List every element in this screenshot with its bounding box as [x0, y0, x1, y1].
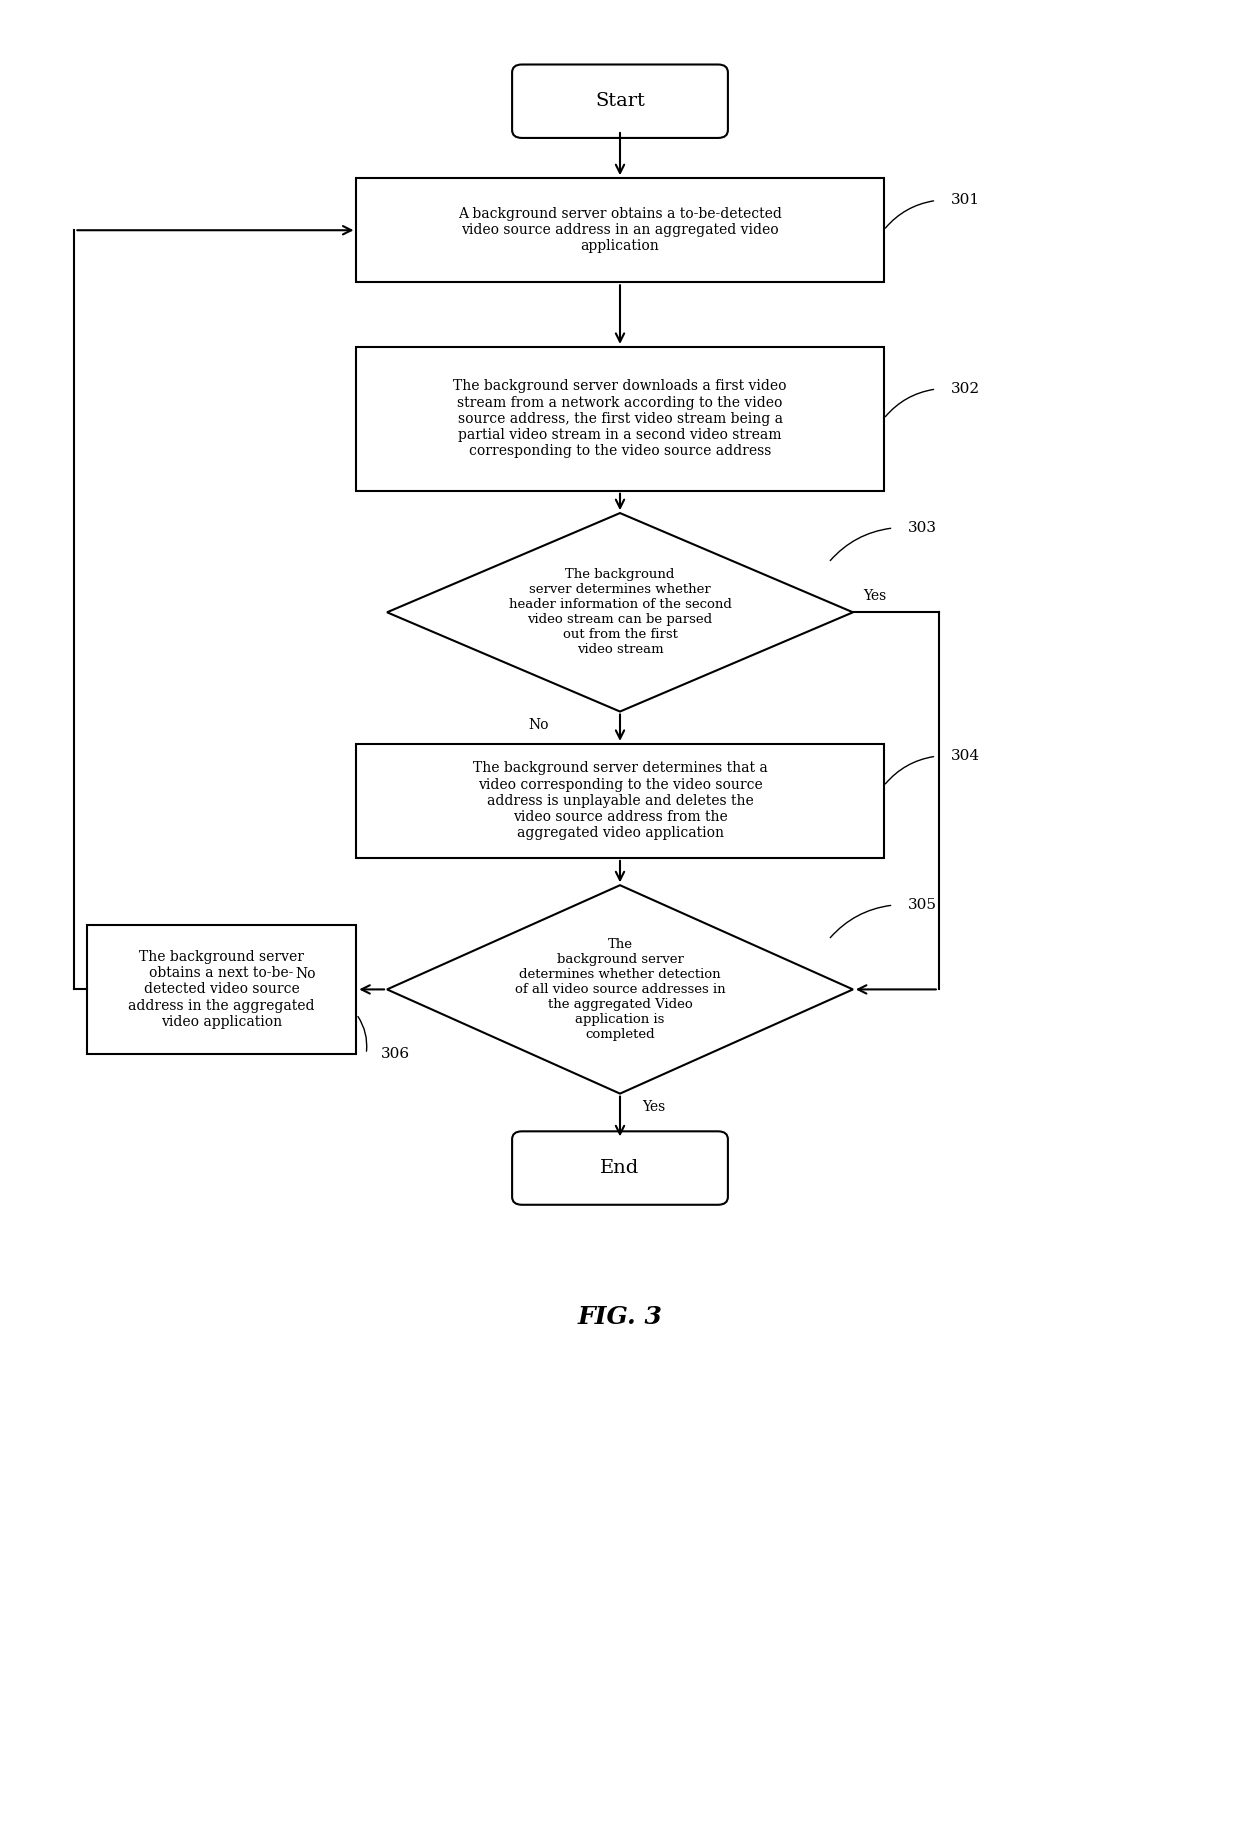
FancyBboxPatch shape: [512, 1132, 728, 1205]
Bar: [356, 347, 884, 491]
Text: Start: Start: [595, 93, 645, 110]
Text: 303: 303: [908, 520, 937, 535]
Polygon shape: [387, 886, 853, 1094]
Text: FIG. 3: FIG. 3: [578, 1306, 662, 1329]
Text: Yes: Yes: [863, 590, 887, 603]
Bar: [87, 926, 356, 1054]
Text: The background server downloads a first video
stream from a network according to: The background server downloads a first …: [454, 380, 786, 458]
Polygon shape: [387, 513, 853, 712]
Text: 301: 301: [951, 194, 980, 208]
Text: No: No: [528, 718, 548, 732]
Text: A background server obtains a to-be-detected
video source address in an aggregat: A background server obtains a to-be-dete…: [458, 206, 782, 254]
Text: Yes: Yes: [642, 1101, 666, 1114]
Text: The
background server
determines whether detection
of all video source addresses: The background server determines whether…: [515, 939, 725, 1041]
Text: The background
server determines whether
header information of the second
video : The background server determines whether…: [508, 568, 732, 656]
Text: 306: 306: [381, 1046, 410, 1061]
Text: 305: 305: [908, 898, 937, 911]
Text: No: No: [295, 966, 316, 981]
Text: 302: 302: [951, 382, 980, 396]
Text: The background server determines that a
video corresponding to the video source
: The background server determines that a …: [472, 761, 768, 840]
Bar: [356, 743, 884, 858]
Text: End: End: [600, 1160, 640, 1178]
Text: The background server
obtains a next to-be-
detected video source
address in the: The background server obtains a next to-…: [128, 950, 315, 1028]
Bar: [356, 179, 884, 283]
FancyBboxPatch shape: [512, 64, 728, 139]
Text: 304: 304: [951, 749, 980, 763]
